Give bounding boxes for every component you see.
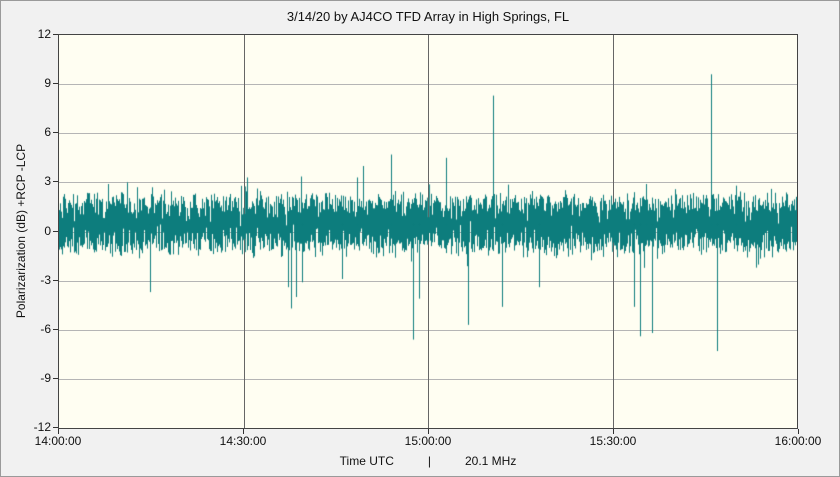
x-tick-label: 15:00:00	[404, 434, 452, 448]
x-tick-mark	[798, 429, 799, 434]
x-tick-mark	[243, 429, 244, 434]
x-tick-label: 14:00:00	[34, 434, 82, 448]
x-axis-title: Time UTC	[339, 454, 394, 468]
x-tick-label: 14:30:00	[219, 434, 267, 448]
y-tick-label: 12	[37, 27, 51, 41]
y-tick-label: 9	[44, 76, 51, 91]
frequency-label: 20.1 MHz	[464, 454, 517, 468]
chart-canvas	[59, 35, 797, 428]
x-tick-mark	[428, 429, 429, 434]
caption-separator: |	[427, 454, 431, 468]
y-tick-label: -12	[33, 420, 51, 434]
x-tick-mark	[58, 429, 59, 434]
x-tick-mark	[613, 429, 614, 434]
y-axis-label: Polarizarization (dB) +RCP -LCP	[14, 143, 28, 319]
chart-title: 3/14/20 by AJ4CO TFD Array in High Sprin…	[286, 9, 570, 24]
x-tick-label: 16:00:00	[774, 434, 822, 448]
x-tick-label: 15:30:00	[589, 434, 637, 448]
y-tick-label: 6	[44, 125, 51, 140]
y-tick-label: -9	[40, 370, 51, 385]
x-axis-caption: Time UTC | 20.1 MHz	[340, 454, 517, 468]
plot-area	[58, 34, 798, 429]
y-tick-label: -6	[40, 321, 51, 336]
